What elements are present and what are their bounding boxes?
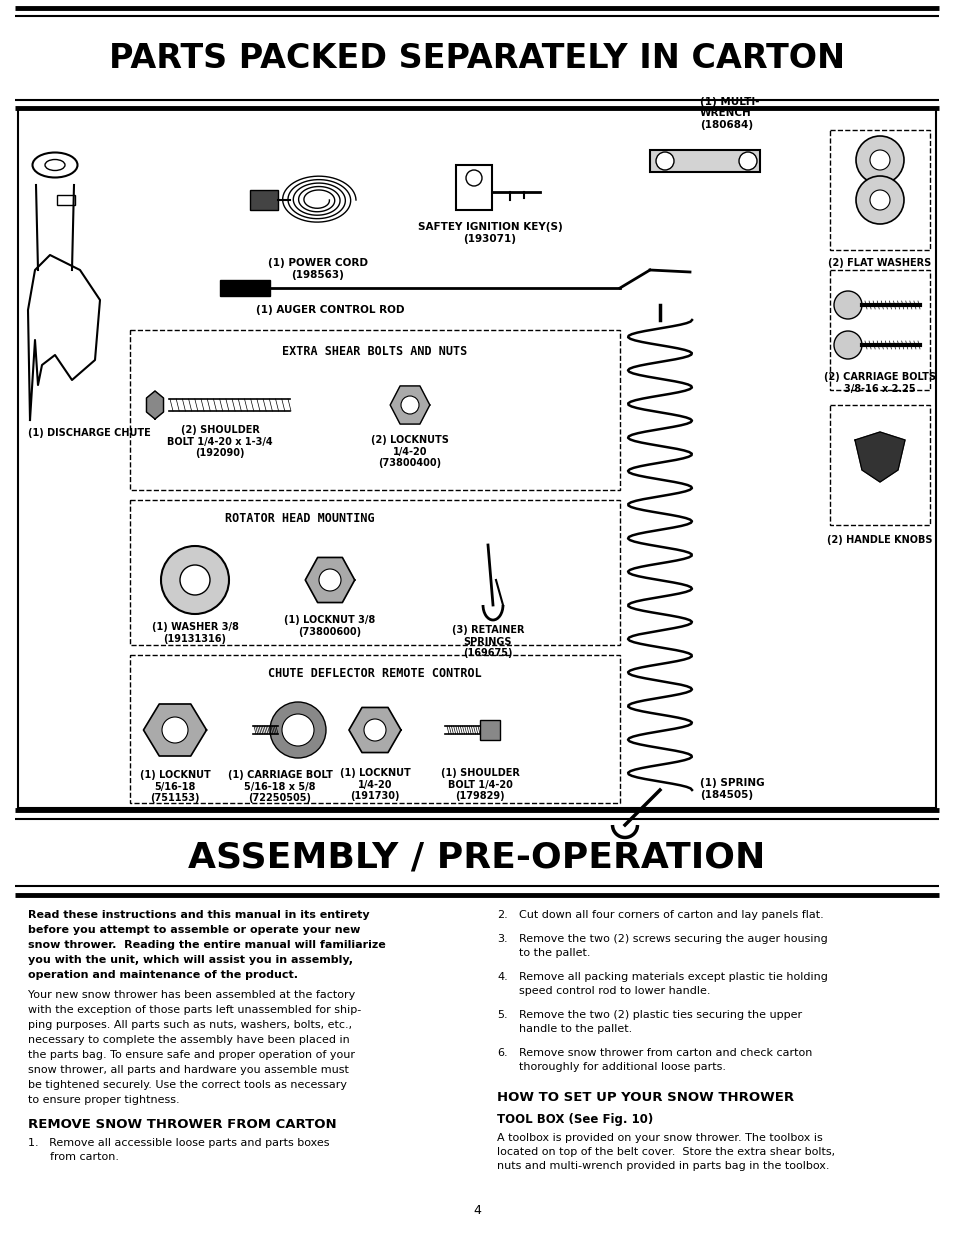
Bar (649, 149, 760, 172)
Bar (829, 130, 929, 249)
Bar (829, 405, 929, 525)
Circle shape (833, 331, 862, 359)
Bar (250, 190, 277, 210)
Text: located on top of the belt cover.  Store the extra shear bolts,: located on top of the belt cover. Store … (497, 1147, 834, 1157)
Circle shape (869, 190, 889, 210)
Text: ASSEMBLY / PRE-OPERATION: ASSEMBLY / PRE-OPERATION (188, 841, 765, 874)
Text: (1) CARRIAGE BOLT
5/16-18 x 5/8
(72250505): (1) CARRIAGE BOLT 5/16-18 x 5/8 (7225050… (228, 769, 332, 803)
Circle shape (161, 546, 229, 614)
Text: (1) AUGER CONTROL ROD: (1) AUGER CONTROL ROD (255, 305, 404, 315)
Text: Cut down all four corners of carton and lay panels flat.: Cut down all four corners of carton and … (518, 910, 822, 920)
Text: from carton.: from carton. (50, 1152, 119, 1162)
Circle shape (855, 136, 903, 184)
Text: SAFTEY IGNITION KEY(S)
(193071): SAFTEY IGNITION KEY(S) (193071) (417, 222, 561, 243)
Bar (18, 107, 935, 808)
Text: to the pallet.: to the pallet. (518, 948, 590, 958)
Text: 5.: 5. (497, 1010, 507, 1020)
Text: necessary to complete the assembly have been placed in: necessary to complete the assembly have … (28, 1035, 350, 1045)
Text: 2.: 2. (497, 910, 507, 920)
Polygon shape (390, 387, 430, 424)
Text: handle to the pallet.: handle to the pallet. (518, 1024, 632, 1034)
Polygon shape (305, 557, 355, 603)
Circle shape (656, 152, 673, 170)
Text: 4: 4 (473, 1204, 480, 1216)
Text: Read these instructions and this manual in its entirety: Read these instructions and this manual … (28, 910, 369, 920)
Bar (130, 500, 619, 645)
Text: Remove snow thrower from carton and check carton: Remove snow thrower from carton and chec… (518, 1049, 812, 1058)
Text: (2) SHOULDER
BOLT 1/4-20 x 1-3/4
(192090): (2) SHOULDER BOLT 1/4-20 x 1-3/4 (192090… (167, 425, 273, 458)
Text: HOW TO SET UP YOUR SNOW THROWER: HOW TO SET UP YOUR SNOW THROWER (497, 1091, 793, 1104)
Text: thoroughly for additional loose parts.: thoroughly for additional loose parts. (518, 1062, 725, 1072)
Circle shape (364, 719, 386, 741)
Text: (1) LOCKNUT
5/16-18
(751153): (1) LOCKNUT 5/16-18 (751153) (139, 769, 211, 803)
Text: Your new snow thrower has been assembled at the factory: Your new snow thrower has been assembled… (28, 990, 355, 1000)
Text: snow thrower, all parts and hardware you assemble must: snow thrower, all parts and hardware you… (28, 1065, 349, 1074)
Text: (2) LOCKNUTS
1/4-20
(73800400): (2) LOCKNUTS 1/4-20 (73800400) (371, 435, 449, 468)
Text: the parts bag. To ensure safe and proper operation of your: the parts bag. To ensure safe and proper… (28, 1050, 355, 1060)
Text: (3) RETAINER
SPRINGS
(169675): (3) RETAINER SPRINGS (169675) (452, 625, 524, 658)
Polygon shape (147, 391, 163, 419)
Circle shape (318, 569, 340, 592)
Bar (220, 280, 270, 296)
Text: be tightened securely. Use the correct tools as necessary: be tightened securely. Use the correct t… (28, 1079, 347, 1091)
Text: to ensure proper tightness.: to ensure proper tightness. (28, 1095, 179, 1105)
Text: (1) SPRING
(184505): (1) SPRING (184505) (700, 778, 763, 799)
Text: 4.: 4. (497, 972, 507, 982)
Text: (1) SHOULDER
BOLT 1/4-20
(179829): (1) SHOULDER BOLT 1/4-20 (179829) (440, 768, 518, 802)
Text: EXTRA SHEAR BOLTS AND NUTS: EXTRA SHEAR BOLTS AND NUTS (282, 345, 467, 358)
Text: (2) CARRIAGE BOLTS
3/8-16 x 2.25: (2) CARRIAGE BOLTS 3/8-16 x 2.25 (823, 372, 935, 394)
Text: ping purposes. All parts such as nuts, washers, bolts, etc.,: ping purposes. All parts such as nuts, w… (28, 1020, 352, 1030)
Bar (829, 270, 929, 390)
Circle shape (282, 714, 314, 746)
Text: (1) LOCKNUT
1/4-20
(191730): (1) LOCKNUT 1/4-20 (191730) (339, 768, 410, 802)
Text: TOOL BOX (See Fig. 10): TOOL BOX (See Fig. 10) (497, 1113, 653, 1126)
Polygon shape (143, 704, 206, 756)
Circle shape (855, 177, 903, 224)
Circle shape (180, 564, 210, 595)
Text: (2) FLAT WASHERS: (2) FLAT WASHERS (827, 258, 931, 268)
Text: Remove all packing materials except plastic tie holding: Remove all packing materials except plas… (518, 972, 827, 982)
Circle shape (833, 291, 862, 319)
Bar (57, 195, 75, 205)
Circle shape (739, 152, 757, 170)
Text: ROTATOR HEAD MOUNTING: ROTATOR HEAD MOUNTING (225, 513, 375, 525)
Text: with the exception of those parts left unassembled for ship-: with the exception of those parts left u… (28, 1005, 361, 1015)
Text: (1) DISCHARGE CHUTE: (1) DISCHARGE CHUTE (28, 429, 151, 438)
Text: PARTS PACKED SEPARATELY IN CARTON: PARTS PACKED SEPARATELY IN CARTON (109, 42, 844, 74)
Circle shape (400, 396, 418, 414)
Bar (479, 720, 499, 740)
Text: (2) HANDLE KNOBS: (2) HANDLE KNOBS (826, 535, 932, 545)
Polygon shape (349, 708, 400, 752)
Circle shape (162, 718, 188, 743)
Text: (1) LOCKNUT 3/8
(73800600): (1) LOCKNUT 3/8 (73800600) (284, 615, 375, 636)
Polygon shape (854, 432, 904, 482)
Text: nuts and multi-wrench provided in parts bag in the toolbox.: nuts and multi-wrench provided in parts … (497, 1161, 828, 1171)
Text: (1) POWER CORD
(198563): (1) POWER CORD (198563) (268, 258, 368, 279)
Text: before you attempt to assemble or operate your new: before you attempt to assemble or operat… (28, 925, 360, 935)
Text: 1.   Remove all accessible loose parts and parts boxes: 1. Remove all accessible loose parts and… (28, 1137, 329, 1149)
Text: Remove the two (2) plastic ties securing the upper: Remove the two (2) plastic ties securing… (518, 1010, 801, 1020)
Text: REMOVE SNOW THROWER FROM CARTON: REMOVE SNOW THROWER FROM CARTON (28, 1118, 336, 1131)
Text: (1) WASHER 3/8
(19131316): (1) WASHER 3/8 (19131316) (152, 622, 238, 643)
Text: (1) MULTI-
WRENCH
(180684): (1) MULTI- WRENCH (180684) (700, 96, 759, 130)
Text: A toolbox is provided on your snow thrower. The toolbox is: A toolbox is provided on your snow throw… (497, 1132, 821, 1144)
Text: CHUTE DEFLECTOR REMOTE CONTROL: CHUTE DEFLECTOR REMOTE CONTROL (268, 667, 481, 680)
Bar (130, 330, 619, 490)
Bar (456, 165, 492, 210)
Circle shape (270, 701, 326, 758)
Circle shape (869, 149, 889, 170)
Text: you with the unit, which will assist you in assembly,: you with the unit, which will assist you… (28, 955, 353, 965)
Text: snow thrower.  Reading the entire manual will familiarize: snow thrower. Reading the entire manual … (28, 940, 385, 950)
Text: Remove the two (2) screws securing the auger housing: Remove the two (2) screws securing the a… (518, 934, 827, 944)
Text: 6.: 6. (497, 1049, 507, 1058)
Text: speed control rod to lower handle.: speed control rod to lower handle. (518, 986, 710, 995)
Text: operation and maintenance of the product.: operation and maintenance of the product… (28, 969, 297, 981)
Text: 3.: 3. (497, 934, 507, 944)
Bar (130, 655, 619, 803)
